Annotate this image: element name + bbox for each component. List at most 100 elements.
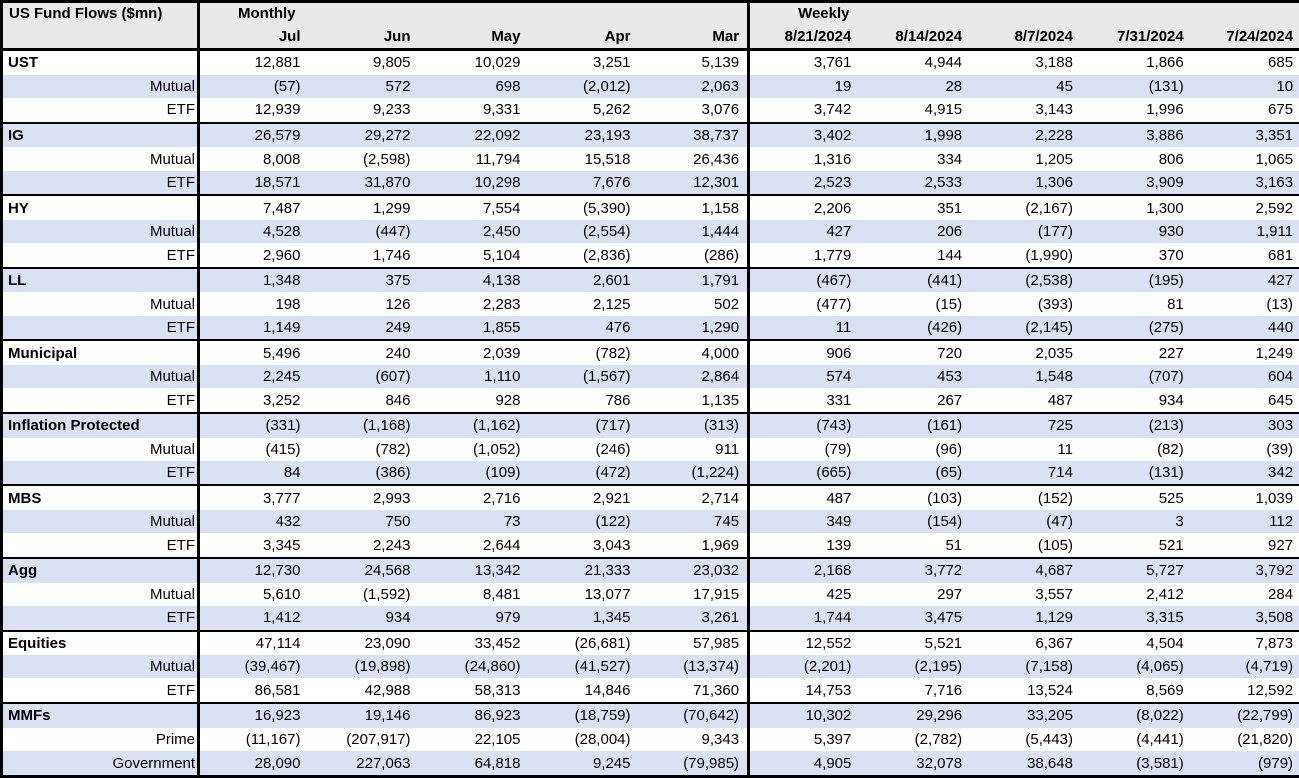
value-cell: (18,759)	[528, 702, 639, 728]
table-row: Mutual (57) 572 698 (2,012) 2,063 19 28 …	[1, 74, 1299, 99]
value-cell: 86,923	[418, 702, 529, 728]
value-cell: (441)	[859, 266, 971, 293]
value-cell: (707)	[1080, 365, 1192, 389]
row-label: ETF	[1, 315, 200, 341]
value-cell: (477)	[816, 295, 852, 313]
value-cell: 4,138	[418, 266, 529, 293]
value-cell: 303	[1191, 411, 1299, 438]
value-cell: 427	[1191, 266, 1299, 293]
table-row: Municipal 5,496 240 2,039 (782) 4,000 90…	[1, 339, 1299, 366]
value-cell: 725	[970, 411, 1081, 438]
value-cell: 1,205	[1035, 150, 1073, 168]
value-cell: 750	[308, 510, 419, 534]
value-cell: 10,029	[418, 48, 529, 75]
value-cell: 13,342	[418, 557, 529, 583]
table-row: MMFs 16,923 19,146 86,923 (18,759) (70,6…	[1, 702, 1299, 728]
table-row: ETF 84 (386) (109) (472) (1,224) (665) (…	[1, 460, 1299, 486]
value-cell: 645	[1268, 391, 1294, 409]
value-cell: 45	[970, 74, 1081, 99]
value-cell: 29,296	[859, 702, 971, 728]
row-label: Agg	[1, 557, 200, 583]
value-cell: 425	[826, 585, 852, 603]
value-cell: 28,090	[198, 751, 309, 777]
value-cell: 58,313	[474, 681, 521, 699]
value-cell: 979	[418, 605, 529, 631]
value-cell: 1,348	[198, 266, 309, 293]
value-cell: 331	[826, 391, 852, 409]
value-cell: 487	[1047, 391, 1073, 409]
value-cell: (782)	[375, 440, 411, 458]
value-cell: (177)	[970, 219, 1081, 244]
value-cell: 2,245	[198, 365, 309, 389]
value-cell: 453	[859, 365, 971, 389]
value-cell: 206	[859, 219, 971, 244]
value-cell: 23,090	[308, 629, 419, 656]
value-cell: (2,167)	[970, 194, 1081, 220]
value-cell: 3,315	[1080, 605, 1192, 631]
value-cell: 1,911	[1191, 219, 1299, 244]
value-cell: 1,969	[638, 533, 751, 559]
value-cell: 227,063	[308, 751, 419, 777]
value-cell: 745	[638, 510, 751, 534]
value-cell: 73	[418, 510, 529, 534]
value-cell: 33,452	[418, 629, 529, 656]
value-cell: 112	[1191, 510, 1299, 534]
row-label: HY	[1, 194, 200, 220]
value-cell: 14,753	[805, 681, 852, 699]
value-cell: 8,008	[262, 150, 301, 168]
value-cell: 3,251	[528, 48, 639, 75]
value-cell: (8,022)	[1080, 702, 1192, 728]
value-cell: 5,104	[482, 246, 521, 264]
value-cell: 3,761	[748, 48, 860, 75]
row-label: Mutual	[1, 510, 200, 534]
value-cell: 2,993	[308, 484, 419, 511]
value-cell: 3,043	[592, 536, 631, 554]
table-row: ETF 86,581 42,988 58,313 14,846 71,360 1…	[1, 678, 1299, 704]
value-cell: (65)	[859, 460, 971, 486]
table-row: UST 12,881 9,805 10,029 3,251 5,139 3,76…	[1, 48, 1299, 75]
value-cell: 4,528	[198, 219, 309, 244]
value-cell: 476	[528, 315, 639, 341]
table-row: Mutual 5,610 (1,592) 8,481 13,077 17,915…	[1, 582, 1299, 606]
value-cell: 5,610	[262, 585, 301, 603]
table-row: ETF 3,252 846 928 786 1,135 331 267 487 …	[1, 388, 1299, 413]
value-cell: 10	[1191, 74, 1299, 99]
value-cell: 11	[748, 315, 860, 341]
value-cell: 13,077	[584, 585, 631, 603]
value-cell: 227	[1080, 339, 1192, 366]
value-cell: 267	[937, 391, 963, 409]
month-col-header: Jul	[198, 25, 309, 51]
value-cell: (2,554)	[528, 219, 639, 244]
value-cell: 249	[308, 315, 419, 341]
value-cell: (152)	[970, 484, 1081, 511]
value-cell: (4,065)	[1080, 655, 1192, 679]
value-cell: 17,915	[638, 582, 751, 606]
value-cell: 3,402	[748, 121, 860, 148]
value-cell: 38,648	[970, 751, 1081, 777]
weekly-block-header: Weekly	[748, 1, 1299, 26]
row-label: ETF	[1, 678, 200, 704]
value-cell: (275)	[1080, 315, 1192, 341]
value-cell: (21,820)	[1237, 730, 1294, 748]
value-cell: 12,592	[1247, 681, 1294, 699]
value-cell: 1,158	[638, 194, 751, 220]
value-cell: 4,000	[638, 339, 751, 366]
table-row: Government 28,090 227,063 64,818 9,245 (…	[1, 751, 1299, 777]
monthly-block-header: Monthly	[198, 1, 751, 26]
value-cell: 1,300	[1080, 194, 1192, 220]
header-row-columns: Jul Jun May Apr Mar 8/21/2024 8/14/2024 …	[2, 25, 1299, 51]
value-cell: 12,881	[198, 48, 309, 75]
row-label: Mutual	[1, 74, 200, 99]
row-label: Government	[1, 751, 200, 777]
value-cell: (2,195)	[859, 655, 971, 679]
value-cell: 1,290	[638, 315, 751, 341]
value-cell: 5,727	[1080, 557, 1192, 583]
value-cell: (131)	[1080, 460, 1192, 486]
value-cell: 4,905	[748, 751, 860, 777]
value-cell: 26,436	[638, 147, 751, 171]
value-cell: 1,249	[1191, 339, 1299, 366]
value-cell: (1,162)	[418, 411, 529, 438]
value-cell: 26,579	[198, 121, 309, 148]
value-cell: 3,508	[1191, 605, 1299, 631]
value-cell: 786	[605, 391, 631, 409]
